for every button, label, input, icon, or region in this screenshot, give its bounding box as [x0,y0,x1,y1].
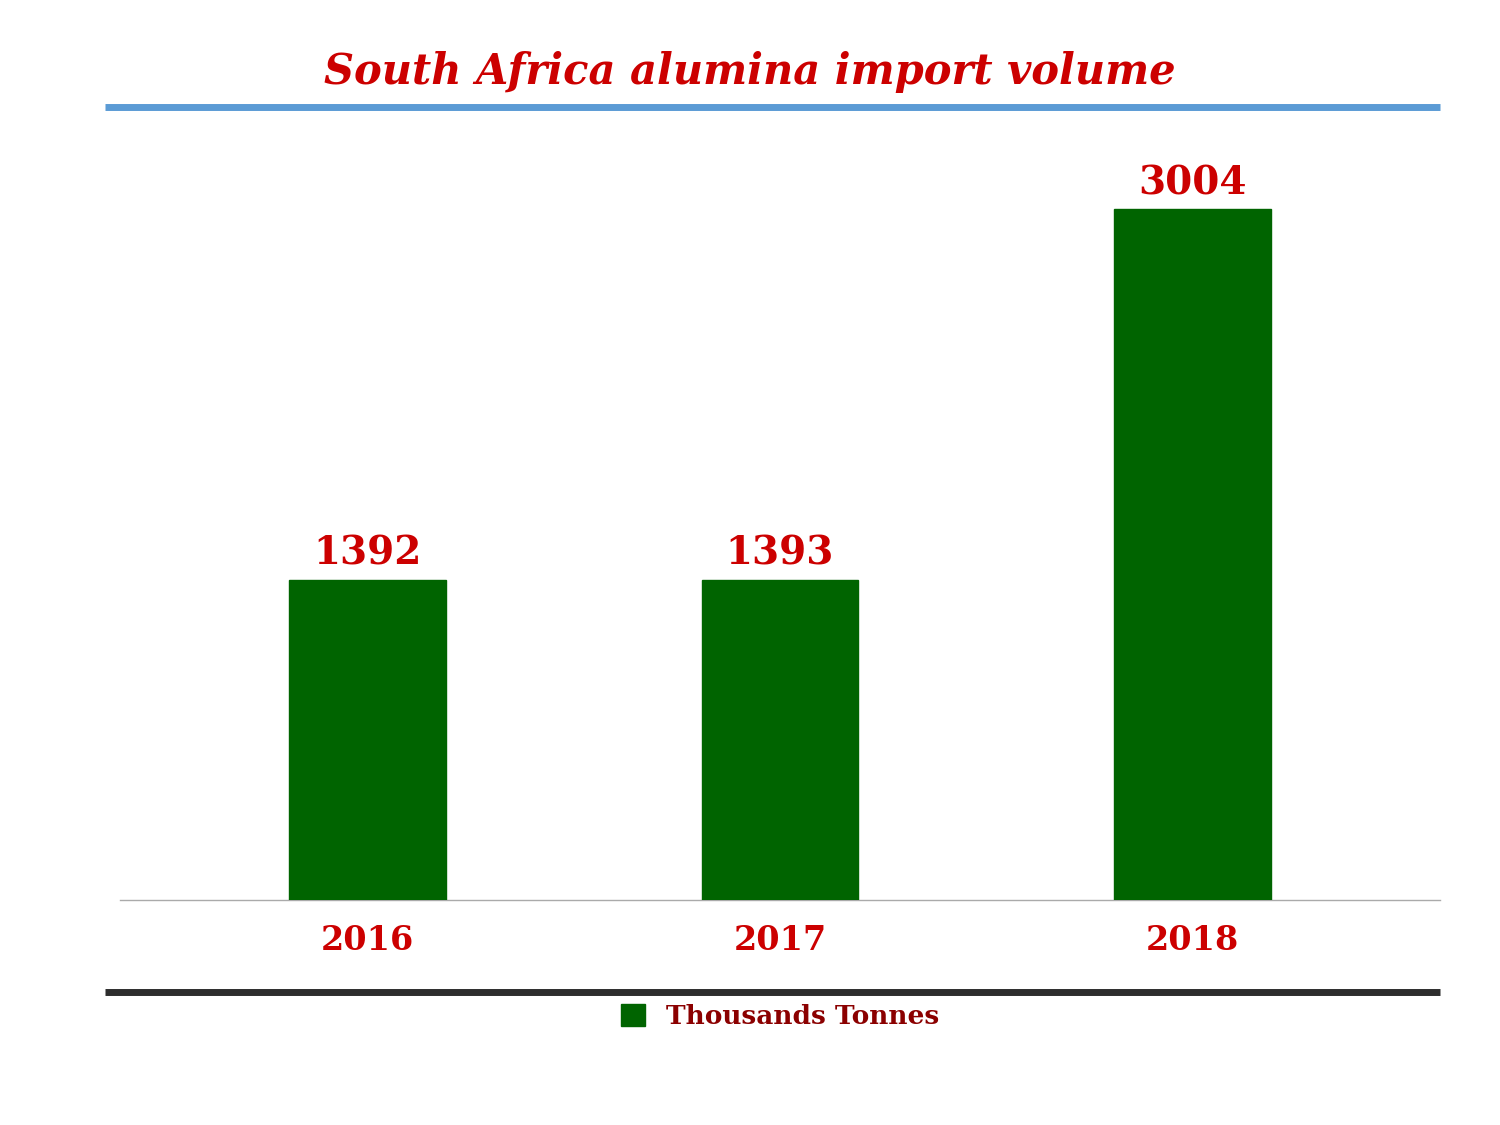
Text: 1392: 1392 [314,536,422,573]
Text: 3004: 3004 [1138,164,1246,202]
Text: 1393: 1393 [726,534,834,573]
Bar [1114,209,1270,900]
Bar [702,579,858,900]
Bar [290,579,446,900]
Text: South Africa alumina import volume: South Africa alumina import volume [324,51,1176,92]
Legend: Thousands Tonnes: Thousands Tonnes [610,993,950,1040]
